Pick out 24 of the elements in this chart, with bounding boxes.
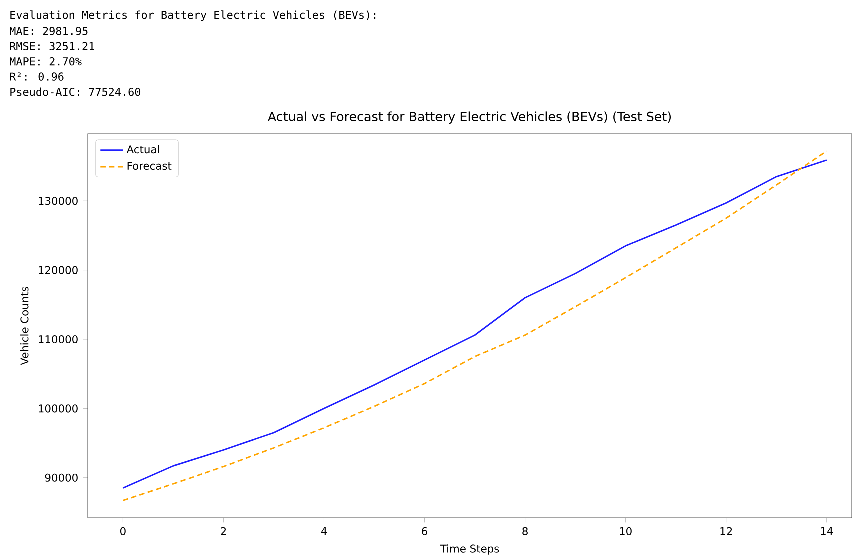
text: Evaluation Metrics for Battery Electric Vehicles (BEVs):: [10, 10, 376, 22]
x-tick-label: 6: [422, 527, 428, 536]
x-tick-label: 8: [522, 527, 528, 536]
text: MAE: 2981.95: [10, 27, 88, 36]
x-tick-label: 10: [620, 527, 632, 536]
y-tick-label: 100000: [39, 404, 78, 413]
y-tick-label: 130000: [39, 197, 78, 206]
legend-label: Actual: [126, 145, 160, 154]
x-tick-label: 2: [221, 527, 226, 536]
text: Pseudo-AIC: 77524.60: [10, 88, 141, 96]
chart-title: Actual vs Forecast for Battery Electric Vehicles (BEVs) (Test Set): [268, 112, 672, 124]
y-tick-label: 120000: [39, 266, 78, 274]
y-tick-label: 90000: [45, 474, 78, 482]
y-tick-label: 110000: [39, 335, 78, 344]
text: R²: 0.96: [10, 72, 64, 81]
text: MAPE: 2.70%: [10, 57, 82, 66]
legend-label: Forecast: [128, 162, 172, 170]
x-tick-label: 12: [720, 527, 732, 536]
x-tick-label: 0: [120, 527, 126, 536]
text: RMSE: 3251.21: [10, 42, 94, 51]
y-axis-title: Vehicle Counts: [20, 287, 29, 366]
x-tick-label: 14: [821, 527, 834, 536]
x-axis-title: Time Steps: [440, 544, 500, 555]
x-tick-label: 4: [321, 527, 328, 536]
